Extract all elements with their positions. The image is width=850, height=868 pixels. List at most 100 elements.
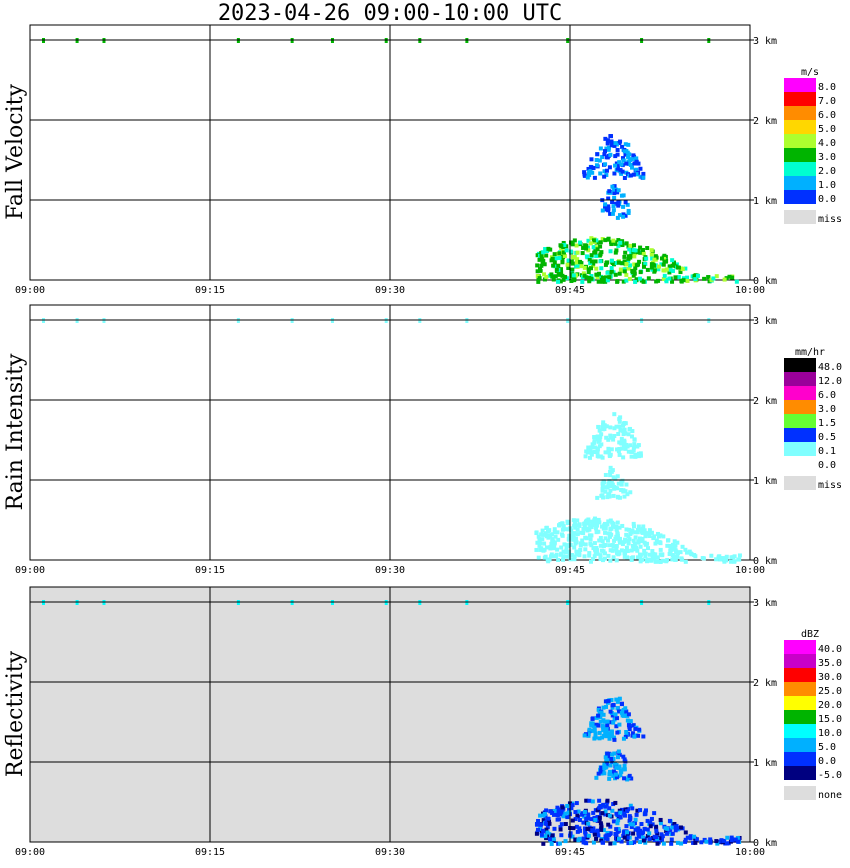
echo-cell: [616, 826, 621, 831]
echo-cell: [575, 551, 580, 556]
echo-cell: [619, 839, 624, 844]
echo-cell: [607, 543, 612, 548]
echo-cell: [592, 728, 597, 733]
echo-cell: [622, 427, 627, 432]
colorbar-swatch: [784, 640, 816, 654]
echo-cell: [641, 530, 646, 535]
echo-cell: [611, 735, 616, 740]
echo-cell: [671, 554, 676, 559]
echo-cell: [575, 527, 580, 532]
echo-cell: [620, 261, 625, 266]
echo-cell: [616, 813, 621, 818]
echo-cell: [614, 832, 619, 837]
echo-cell: [626, 208, 631, 213]
echo-cell: [683, 559, 688, 564]
echo-cell: [606, 145, 611, 150]
colorbar-label: 6.0: [818, 390, 836, 401]
echo-cell: [611, 208, 616, 213]
echo-cell: [612, 143, 617, 148]
echo-cell: [645, 546, 650, 551]
echo-cell: [563, 839, 568, 844]
echo-cell: [664, 267, 669, 272]
echo-cell: [603, 207, 608, 212]
echo-cell: [567, 549, 572, 554]
colorbar-label: -5.0: [818, 770, 842, 781]
echo-cell: [598, 821, 603, 826]
echo-cell: [561, 549, 566, 554]
echo-cell: [596, 707, 601, 712]
echo-cell: [580, 279, 585, 284]
echo-cell: [559, 822, 564, 827]
echo-cell: [594, 163, 599, 168]
echo-cell: [641, 171, 646, 176]
echo-cell: [598, 252, 603, 257]
echo-cell: [630, 269, 635, 274]
echo-cell: [583, 542, 588, 547]
echo-cell: [613, 163, 618, 168]
echo-cell: [645, 834, 650, 839]
echo-cell: [635, 444, 640, 449]
echo-cell: [595, 450, 600, 455]
echo-cell: [615, 163, 620, 168]
echo-cell: [612, 412, 617, 417]
echo-cell: [605, 155, 610, 160]
echo-cell: [675, 554, 680, 559]
echo-cell: [599, 278, 604, 283]
echo-cell: [633, 157, 638, 162]
echo-cell: [725, 841, 730, 846]
echo-cell: [588, 537, 593, 542]
echo-cell: [609, 269, 614, 274]
colorbar-swatch: [784, 738, 816, 752]
echo-cell: [590, 523, 595, 528]
echo-cell: [605, 538, 610, 543]
echo-cell: [559, 244, 564, 249]
echo-cell: [617, 419, 622, 424]
echo-cell: [550, 537, 555, 542]
echo-cell: [614, 547, 619, 552]
echo-cell: [624, 709, 629, 714]
echo-cell: [600, 558, 605, 563]
echo-cell: [596, 279, 601, 284]
echo-cell: [603, 162, 608, 167]
echo-cell: [596, 517, 601, 522]
echo-cell: [600, 275, 605, 280]
echo-cell: [583, 454, 588, 459]
echo-cell: [603, 279, 608, 284]
echo-cell: [539, 263, 544, 268]
echo-cell: [603, 812, 608, 817]
echo-cell: [587, 727, 592, 732]
echo-cell: [649, 816, 654, 821]
echo-cell: [632, 254, 637, 259]
echo-cell: [588, 523, 593, 528]
echo-cell: [616, 749, 621, 754]
echo-cell: [659, 256, 664, 261]
echo-cell: [626, 432, 631, 437]
echo-cell: [602, 556, 607, 561]
echo-cell: [586, 812, 591, 817]
echo-cell: [598, 719, 603, 724]
echo-cell: [549, 541, 554, 546]
echo-cell: [610, 713, 615, 718]
echo-cell: [589, 266, 594, 271]
echo-cell: [559, 808, 564, 813]
echo-cell: [561, 250, 566, 255]
echo-cell: [594, 158, 599, 163]
echo-cell: [553, 256, 558, 261]
echo-cell: [650, 267, 655, 272]
echo-cell: [562, 253, 567, 258]
echo-cell: [591, 546, 596, 551]
echo-cell: [736, 839, 741, 844]
echo-cell: [559, 270, 564, 275]
echo-cell: [561, 554, 566, 559]
echo-cell: [560, 805, 565, 810]
echo-cell: [617, 424, 622, 429]
echo-cell: [621, 423, 626, 428]
echo-cell: [615, 755, 620, 760]
echo-cell: [655, 531, 660, 536]
echo-cell: [729, 835, 734, 840]
echo-cell: [552, 252, 557, 257]
echo-cell: [617, 495, 622, 500]
echo-cell: [582, 522, 587, 527]
echo-cell: [661, 276, 666, 281]
echo-cell: [653, 254, 658, 259]
